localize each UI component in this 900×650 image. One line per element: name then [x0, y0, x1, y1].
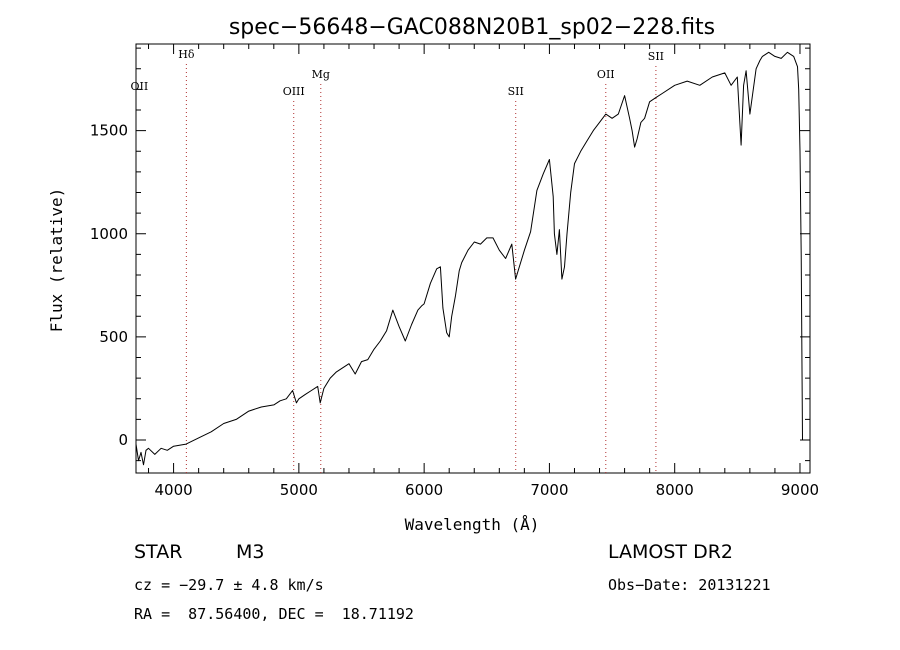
- survey-name: LAMOST DR2: [608, 541, 733, 563]
- spectrum-line: [135, 51, 803, 466]
- x-tick-label: 4000: [154, 481, 192, 499]
- y-tick-label: 0: [118, 431, 128, 449]
- line-marker-label: SII: [648, 50, 664, 63]
- x-axis-label: Wavelength (Å): [405, 515, 540, 534]
- redshift-text: cz = −29.7 ± 4.8 km/s: [134, 576, 324, 594]
- spectral-subclass: M3: [236, 541, 265, 563]
- coordinates-text: RA = 87.56400, DEC = 18.71192: [134, 605, 414, 623]
- y-tick-label: 500: [99, 328, 128, 346]
- x-tick-label: 9000: [781, 481, 819, 499]
- line-marker-label: Mg: [312, 68, 330, 81]
- line-marker-label: SII: [508, 85, 524, 98]
- y-tick-label: 1500: [90, 122, 128, 140]
- line-markers: OII Hδ OIII Mg SII OII SII: [131, 48, 664, 473]
- chart-title: spec−56648−GAC088N20B1_sp02−228.fits: [229, 15, 715, 40]
- x-tick-label: 8000: [656, 481, 694, 499]
- x-tick-label: 6000: [405, 481, 443, 499]
- line-marker-label: OII: [131, 80, 149, 93]
- object-type: STAR: [134, 541, 183, 563]
- x-tick-label: 7000: [530, 481, 568, 499]
- observation-date: Obs−Date: 20131221: [608, 576, 771, 594]
- line-marker-label: OIII: [283, 85, 305, 98]
- plot-frame: [135, 43, 811, 474]
- line-marker-label: Hδ: [178, 48, 195, 61]
- y-tick-label: 1000: [90, 225, 128, 243]
- axis-ticks: 4000 5000 6000 7000 8000 9000 0 500 1000 1500: [90, 44, 819, 499]
- spectrum-series: [135, 51, 803, 466]
- line-marker-label: OII: [597, 68, 615, 81]
- y-axis-label: Flux (relative): [47, 188, 66, 333]
- x-tick-label: 5000: [280, 481, 318, 499]
